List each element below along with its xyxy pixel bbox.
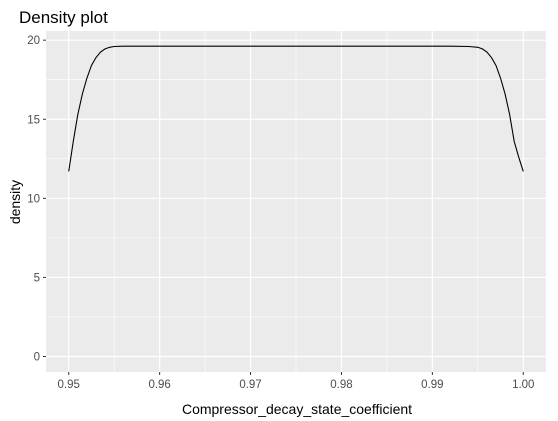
x-tick-label: 0.98 (330, 379, 352, 391)
x-axis-title: Compressor_decay_state_coefficient (182, 401, 412, 417)
x-tick-label: 1.00 (512, 379, 534, 391)
major-gridlines (46, 31, 546, 372)
density-curve (68, 45, 524, 172)
y-tick-label: 10 (27, 193, 40, 205)
x-tick-label: 0.96 (148, 379, 170, 391)
minor-gridlines (46, 31, 546, 372)
x-tick-label: 0.99 (421, 379, 443, 391)
x-tick-label: 0.95 (58, 379, 80, 391)
x-tick-label: 0.97 (239, 379, 261, 391)
y-axis-ticks: 0 5 10 15 20 (27, 35, 46, 364)
y-axis-title: density (7, 180, 23, 224)
y-tick-label: 15 (27, 114, 40, 126)
y-tick-label: 0 (34, 352, 40, 364)
chart-title: Density plot (19, 8, 108, 27)
y-tick-label: 5 (34, 272, 40, 284)
y-tick-label: 20 (27, 35, 40, 47)
x-axis-ticks: 0.95 0.96 0.97 0.98 0.99 1.00 (58, 372, 534, 391)
